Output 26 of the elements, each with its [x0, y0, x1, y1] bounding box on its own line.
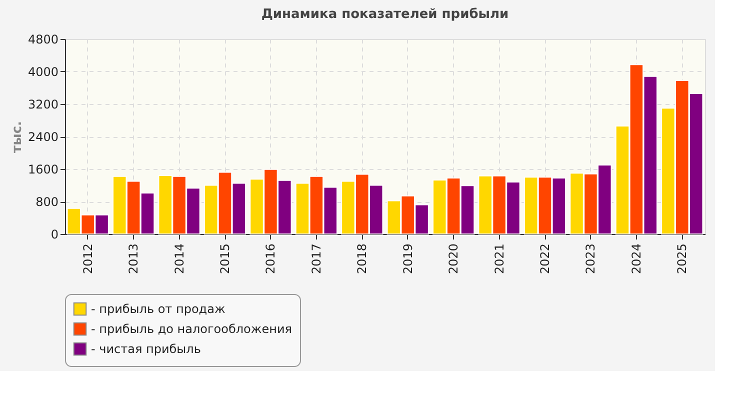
y-tick-label: 1600 — [28, 162, 58, 176]
chart-title: Динамика показателей прибыли — [261, 7, 509, 22]
y-tick-label: 2400 — [28, 130, 58, 144]
x-tick-label: 2018 — [355, 244, 370, 274]
x-tick-label: 2017 — [309, 244, 324, 274]
x-tick-label: 2021 — [492, 244, 506, 274]
x-tick-label: 2012 — [80, 244, 95, 274]
x-tick-label: 2013 — [126, 244, 141, 274]
x-tick-label: 2020 — [446, 244, 461, 274]
y-tick-label: 4800 — [28, 32, 58, 46]
y-tick-label: 0 — [50, 228, 58, 242]
x-tick-label: 2014 — [172, 244, 186, 274]
y-tick-label: 800 — [36, 195, 58, 209]
y-tick-label: 3200 — [28, 98, 58, 112]
legend-label: - прибыль до налогообложения — [91, 322, 292, 336]
x-tick-label: 2016 — [264, 244, 278, 274]
x-tick-label: 2023 — [584, 244, 598, 274]
legend-label: - прибыль от продаж — [91, 302, 226, 316]
x-tick-label: 2019 — [400, 244, 415, 274]
x-tick-label: 2024 — [629, 244, 644, 274]
x-tick-label: 2022 — [538, 244, 552, 274]
y-axis-title: тыс. — [10, 121, 25, 153]
y-tick-label: 4000 — [28, 65, 58, 79]
x-tick-label: 2025 — [675, 244, 690, 274]
x-tick-label: 2015 — [218, 244, 232, 274]
legend-label: - чистая прибыль — [91, 342, 201, 356]
